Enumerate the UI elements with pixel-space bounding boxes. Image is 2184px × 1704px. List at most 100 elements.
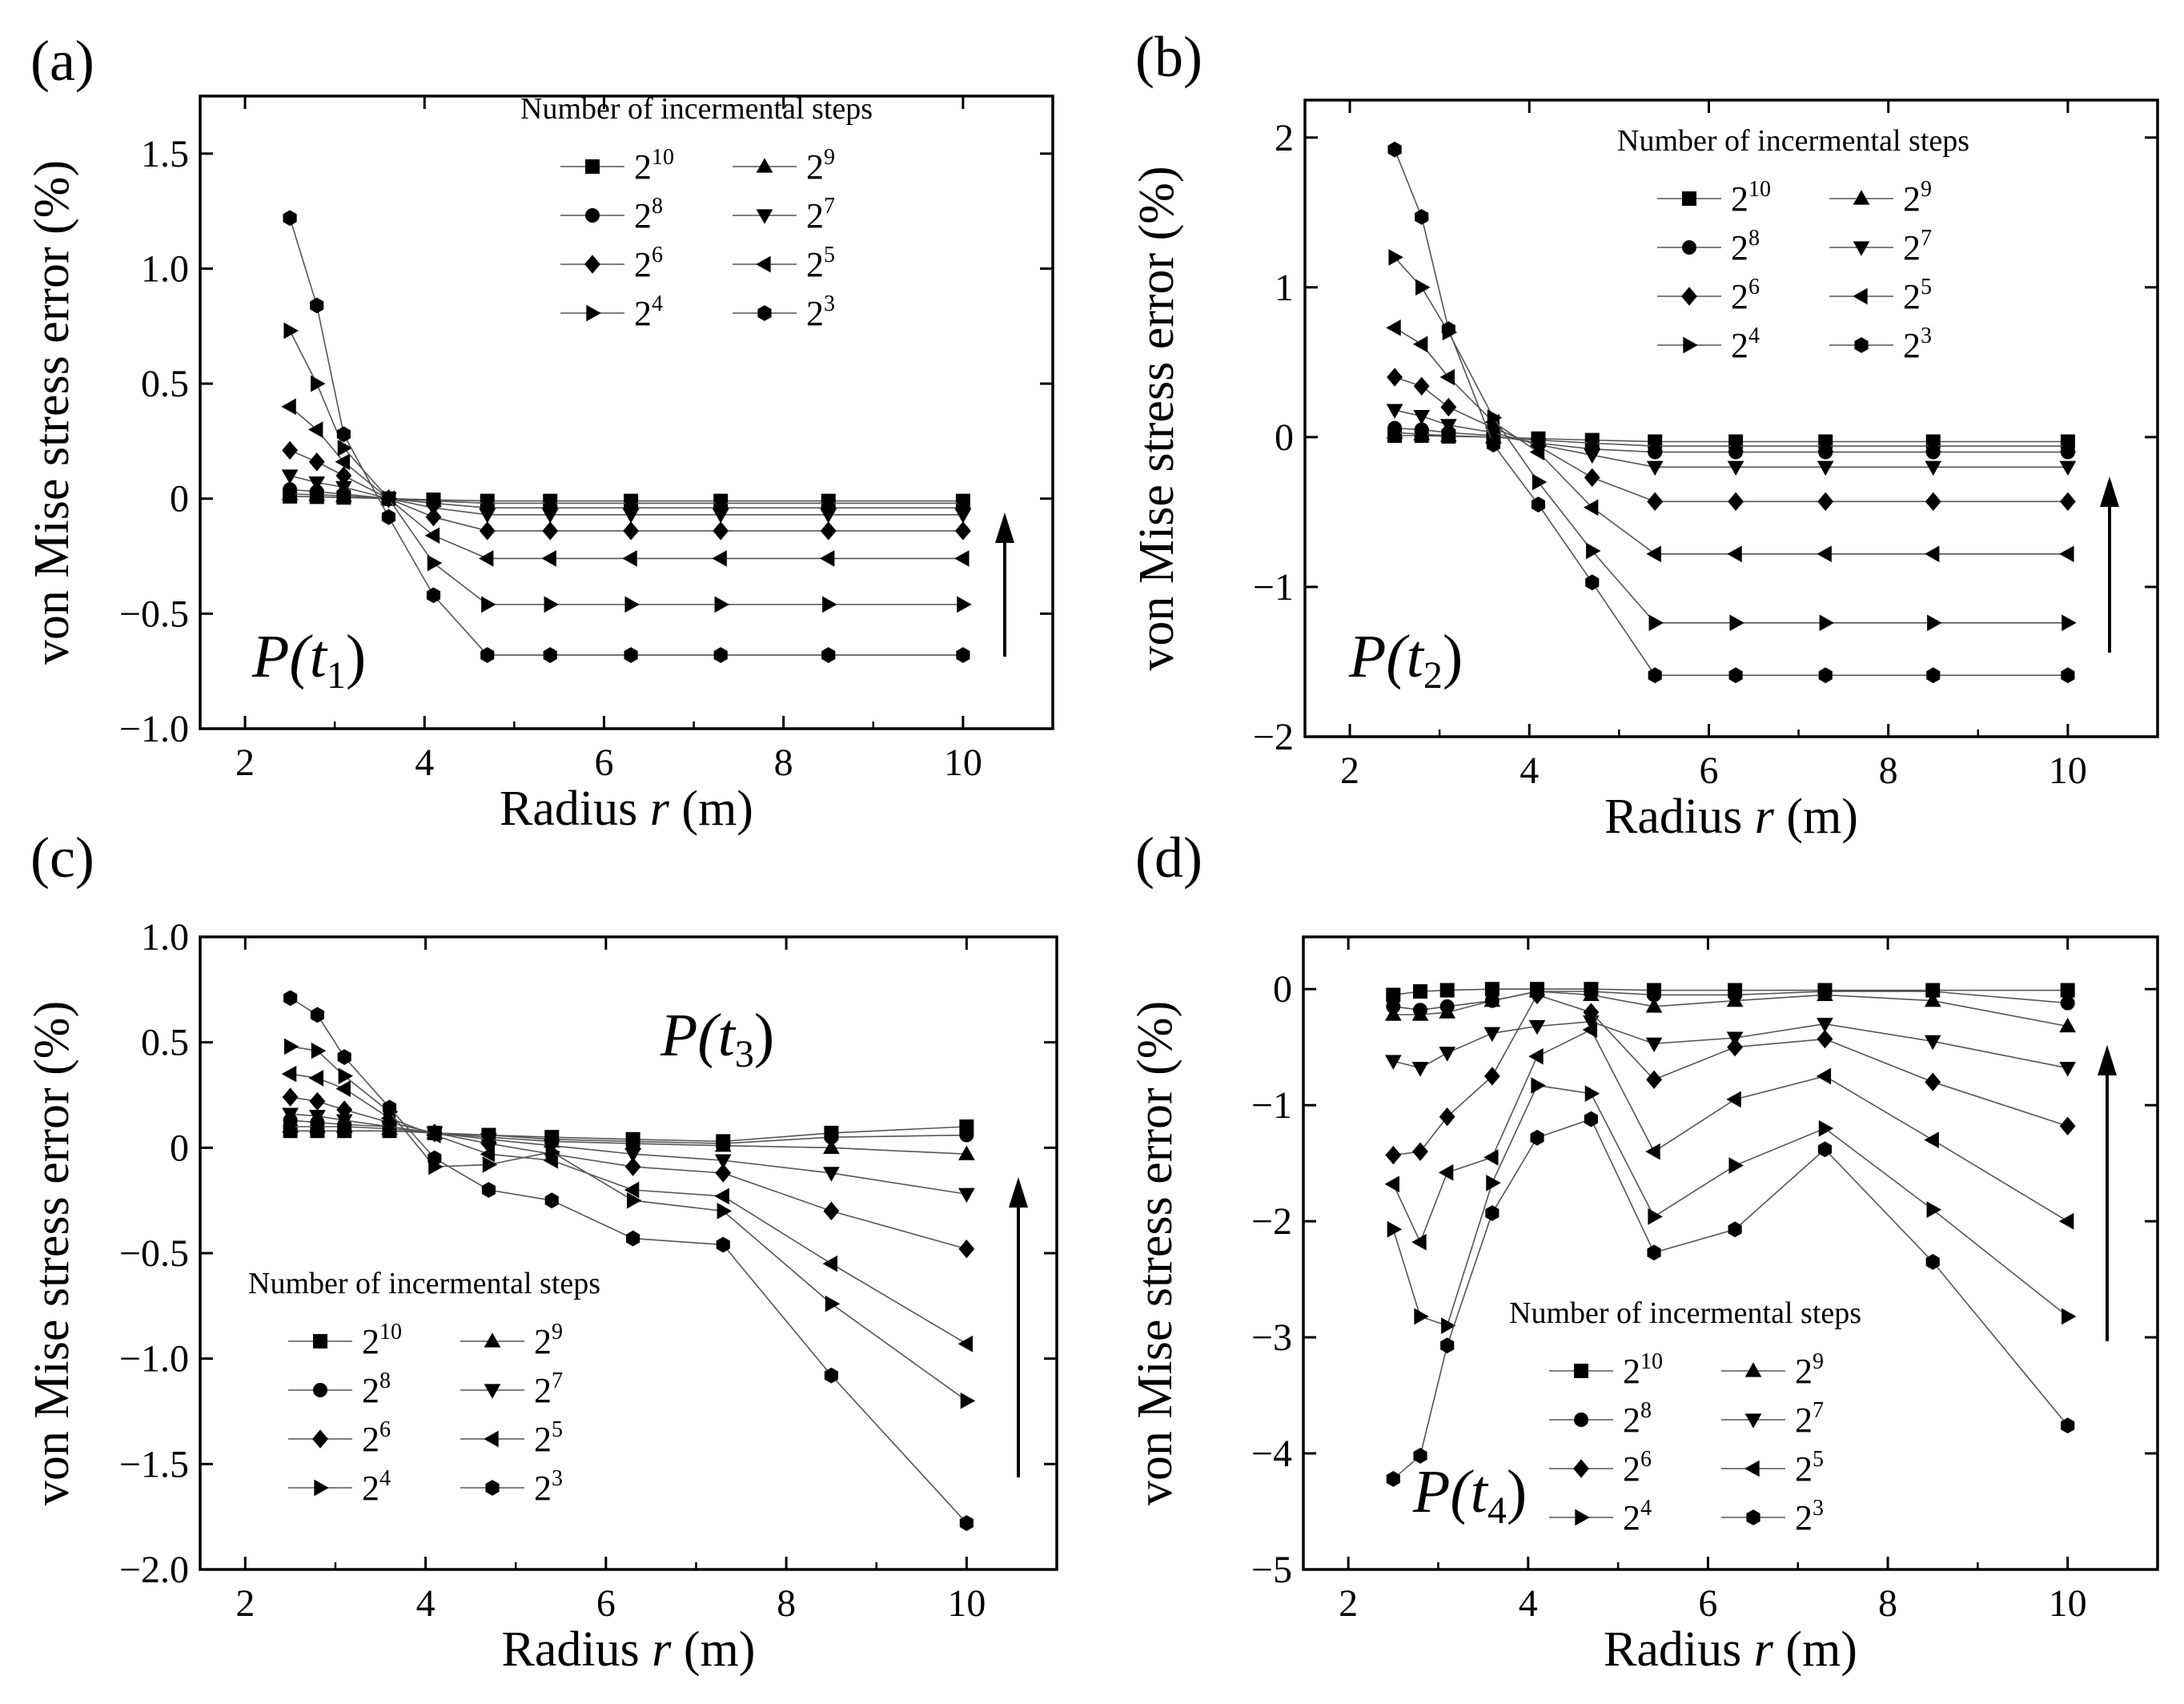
y-tick-label: −5: [1251, 1549, 1292, 1591]
series-2-4: [1387, 1077, 2077, 1334]
data-point: [959, 1515, 974, 1531]
data-point: [1818, 1119, 1834, 1137]
legend-label: 25: [1903, 275, 1932, 316]
legend-entry: 210: [1657, 177, 1771, 219]
legend-label: 24: [362, 1466, 391, 1508]
y-tick-label: 2: [1275, 117, 1294, 159]
data-point: [824, 1130, 839, 1145]
data-point: [713, 647, 728, 663]
data-point: [1529, 444, 1545, 460]
x-tick-label: 4: [415, 741, 434, 784]
data-point: [335, 1080, 351, 1097]
data-point: [1485, 418, 1502, 438]
data-point: [1439, 1107, 1455, 1127]
legend-label: 27: [1903, 226, 1932, 267]
data-point: [1440, 419, 1457, 434]
x-tick-label: 4: [1519, 1582, 1538, 1625]
data-point: [2062, 614, 2077, 632]
legend: Number of incermental steps 210 29 28 27 26 25…: [1617, 124, 1969, 365]
x-tick-label: 10: [944, 741, 982, 784]
data-point: [1924, 1035, 1941, 1051]
data-point: [381, 508, 395, 525]
data-point: [1925, 1072, 1941, 1091]
data-point: [1412, 1142, 1428, 1161]
legend-label: 210: [362, 1320, 402, 1361]
data-point: [281, 398, 296, 416]
data-point: [717, 1202, 733, 1220]
x-tick-label: 4: [1520, 750, 1539, 792]
data-point: [1817, 492, 1834, 512]
data-point: [624, 1147, 641, 1163]
legend-entry: 27: [1829, 226, 1932, 267]
data-point: [309, 1091, 326, 1111]
y-tick-label: 0.5: [141, 1022, 189, 1064]
data-point: [821, 647, 836, 663]
series-2-3: [1387, 141, 2075, 684]
data-point: [1530, 436, 1547, 456]
data-point: [1585, 574, 1600, 591]
data-point: [825, 1295, 841, 1312]
legend-label: 26: [634, 243, 663, 284]
data-point: [1646, 460, 1664, 476]
data-point: [282, 440, 299, 460]
data-point: [1926, 667, 1941, 684]
legend: Number of incermental steps 210 29 28 27 26 25…: [1509, 1296, 1861, 1537]
data-point: [624, 1157, 641, 1176]
legend-marker: [1574, 1413, 1588, 1427]
panel-label: (c): [30, 826, 94, 890]
data-point: [1441, 1317, 1456, 1334]
arrow-head: [1009, 1177, 1028, 1208]
data-point: [543, 1151, 558, 1169]
data-point: [480, 1145, 496, 1163]
x-tick-label: 8: [1878, 1582, 1897, 1625]
legend-entry: 27: [1721, 1398, 1824, 1440]
data-point: [957, 596, 972, 613]
panel-label: (a): [30, 29, 94, 93]
data-point: [716, 1136, 731, 1151]
trend-arrow: [2100, 476, 2119, 653]
legend-marker: [1854, 337, 1869, 353]
legend-title: Number of incermental steps: [1509, 1296, 1861, 1330]
y-tick-label: 0: [1275, 416, 1294, 459]
legend-entry: 25: [1721, 1447, 1824, 1489]
data-point: [1386, 1471, 1400, 1487]
data-point: [543, 647, 557, 663]
data-point: [1415, 209, 1429, 225]
legend-entry: 24: [560, 291, 663, 333]
data-point: [1647, 1244, 1661, 1261]
data-point: [1440, 1337, 1455, 1354]
x-tick-label: 4: [416, 1582, 436, 1625]
legend-marker: [312, 1429, 328, 1449]
legend-label: 25: [1795, 1447, 1824, 1489]
data-point: [1925, 1253, 1940, 1270]
legend-marker: [1746, 1509, 1760, 1525]
data-point: [479, 521, 496, 541]
data-point: [623, 521, 640, 541]
legend-label: 29: [806, 145, 835, 187]
data-point: [426, 1127, 441, 1143]
data-point: [1728, 1221, 1742, 1238]
data-point: [954, 550, 970, 567]
data-point: [2059, 1116, 2076, 1135]
data-point: [1924, 545, 1940, 563]
y-tick-label: −3: [1251, 1316, 1292, 1359]
data-point: [626, 1230, 640, 1247]
data-point: [1648, 1208, 1663, 1225]
data-point: [713, 521, 729, 541]
data-point: [2059, 1017, 2077, 1033]
data-point: [479, 508, 496, 524]
legend-entry: 23: [1829, 324, 1932, 365]
legend-entry: 27: [460, 1368, 563, 1410]
legend-entry: 25: [1829, 275, 1932, 316]
legend-entry: 23: [460, 1466, 563, 1508]
y-tick-label: 0: [170, 1127, 189, 1169]
y-axis-title: von Mise stress error (%): [25, 160, 79, 665]
data-point: [1386, 999, 1401, 1014]
legend-marker: [756, 255, 771, 273]
series-line: [289, 218, 963, 656]
data-point: [1413, 984, 1428, 999]
data-point: [1645, 998, 1663, 1013]
plot-frame: [199, 94, 1054, 730]
data-point: [1729, 614, 1744, 632]
